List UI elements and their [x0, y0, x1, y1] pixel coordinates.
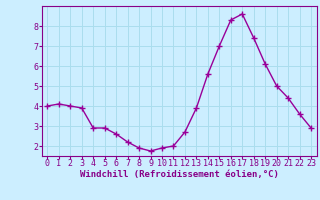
- X-axis label: Windchill (Refroidissement éolien,°C): Windchill (Refroidissement éolien,°C): [80, 170, 279, 179]
